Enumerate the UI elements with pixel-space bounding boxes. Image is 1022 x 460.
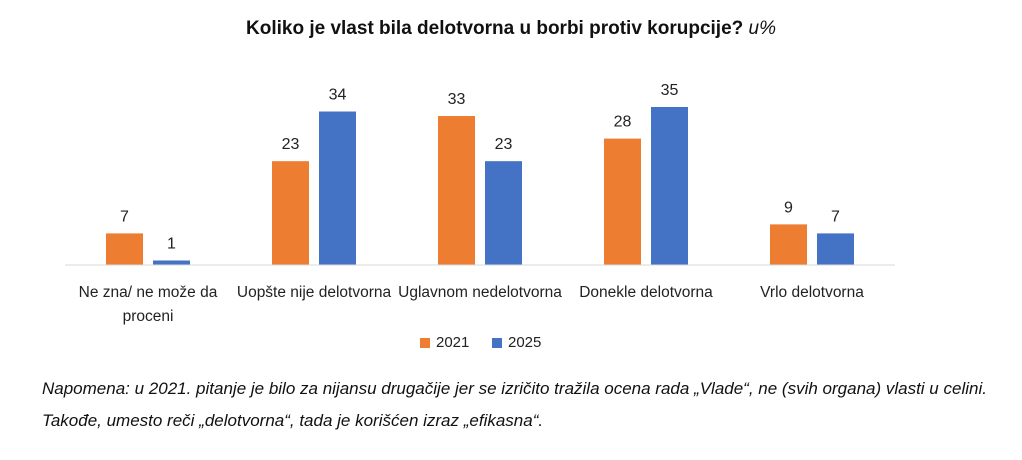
legend-item: 2025 bbox=[492, 334, 541, 351]
bar bbox=[770, 224, 807, 265]
x-tick-label: Donekle delotvorna bbox=[579, 284, 713, 301]
value-label: 7 bbox=[120, 208, 129, 225]
bar bbox=[485, 161, 522, 265]
x-tick-label: Ne zna/ ne može da proceni bbox=[78, 284, 218, 325]
bar bbox=[153, 260, 190, 265]
legend-item: 2021 bbox=[420, 334, 469, 351]
value-label: 23 bbox=[495, 136, 513, 153]
value-label: 23 bbox=[282, 136, 300, 153]
bar bbox=[319, 111, 356, 265]
legend-swatch bbox=[420, 337, 430, 348]
chart-title: Koliko je vlast bila delotvorna u borbi … bbox=[0, 18, 1022, 40]
title-unit: u% bbox=[748, 18, 776, 39]
x-tick-label: Vrlo delotvorna bbox=[760, 284, 864, 301]
value-label: 7 bbox=[831, 208, 840, 225]
x-tick-label: Uopšte nije delotvorna bbox=[236, 284, 392, 301]
value-label: 34 bbox=[329, 87, 347, 104]
title-text: Koliko je vlast bila delotvorna u borbi … bbox=[246, 18, 744, 39]
bar bbox=[817, 233, 854, 265]
note: Napomena: u 2021. pitanje je bilo za nij… bbox=[42, 379, 987, 430]
bar bbox=[438, 116, 475, 266]
value-label: 1 bbox=[167, 235, 176, 252]
legend-label: 2025 bbox=[508, 334, 542, 351]
value-label: 28 bbox=[614, 114, 632, 131]
bar bbox=[272, 161, 309, 265]
legend-swatch bbox=[492, 337, 502, 348]
legend-label: 2021 bbox=[436, 334, 470, 351]
value-label: 35 bbox=[661, 82, 679, 99]
bar bbox=[106, 233, 143, 265]
value-label: 33 bbox=[448, 91, 466, 108]
x-tick-label: Uglavnom nedelotvorna bbox=[398, 284, 562, 301]
bar bbox=[651, 107, 688, 265]
bar bbox=[604, 138, 641, 265]
value-label: 9 bbox=[784, 199, 793, 216]
